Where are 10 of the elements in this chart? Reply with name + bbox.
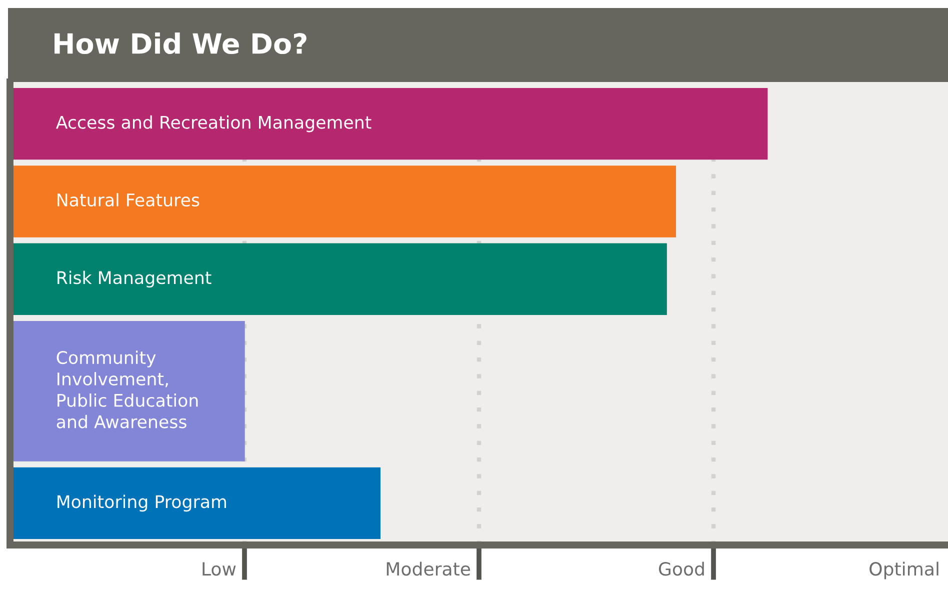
text: Moderate [386, 562, 470, 576]
y-tick-label: Community Involvement, Public Education and Awareness [56, 350, 198, 428]
y-tick-label: Natural Features [58, 193, 200, 207]
chart-title: How Did We Do? [54, 32, 306, 54]
text: Good [658, 562, 704, 576]
y-tick-label: Access and Recreation Management [56, 115, 372, 132]
text: Low [202, 562, 236, 576]
y-tick-label: Risk Management [58, 270, 212, 288]
text: Optimal [870, 562, 938, 580]
y-tick-label: Monitoring Program [58, 494, 226, 512]
